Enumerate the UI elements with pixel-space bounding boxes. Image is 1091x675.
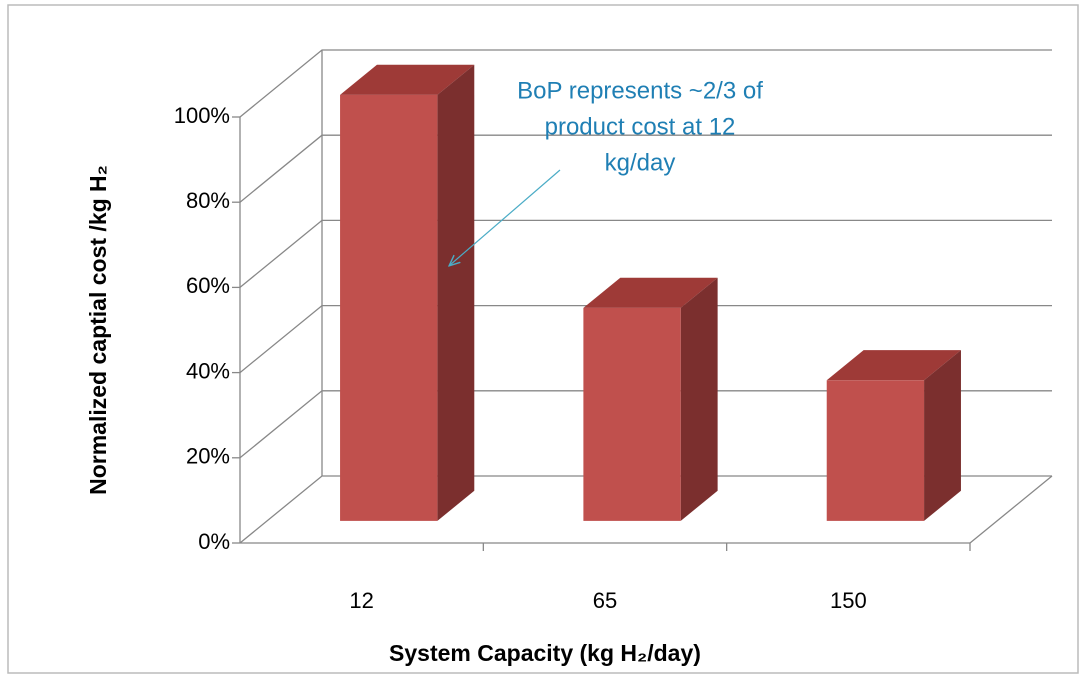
bars [340,64,961,521]
y-tick-label: 100% [174,103,230,128]
bar-front [826,380,925,521]
annotation-line: BoP represents ~2/3 of [517,77,763,104]
y-tick-label: 20% [186,444,230,469]
bar-front [340,94,438,521]
grid-line [239,304,1052,374]
bar-top [826,350,961,381]
bar-top [583,277,718,308]
bar-side [437,64,475,521]
frame [7,4,1079,674]
annotation-arrow [450,169,561,265]
bar [583,277,718,521]
floor-edge [969,475,1053,544]
y-tick-label: 40% [186,358,230,383]
bar-side [924,350,961,521]
grid: 0% 20% 40% 60% 80% 100% 12 65 150 [174,49,1053,613]
grid-line [239,134,1052,203]
x-tick-label: 65 [593,588,617,613]
grid-line [239,390,1052,459]
grid-line [239,219,1052,288]
y-tick-label: 0% [198,529,230,554]
grid-line [239,49,1052,118]
bar [826,350,961,521]
annotation: BoP represents ~2/3 of product cost at 12… [517,77,763,176]
annotation-line: product cost at 12 [545,113,736,140]
bar [340,64,475,521]
y-tick-label: 80% [186,188,230,213]
y-axis-title: Normalized captial cost /kg H₂ [85,165,111,495]
annotation-line: kg/day [605,149,676,176]
x-axis-title: System Capacity (kg H₂/day) [389,640,701,666]
y-tick-label: 60% [186,273,230,298]
bar-front [583,307,681,521]
x-tick-label: 12 [349,588,373,613]
bar-side [680,277,718,521]
bar-top [340,64,475,95]
grid-line [239,475,1052,544]
x-tick-label: 150 [830,588,867,613]
